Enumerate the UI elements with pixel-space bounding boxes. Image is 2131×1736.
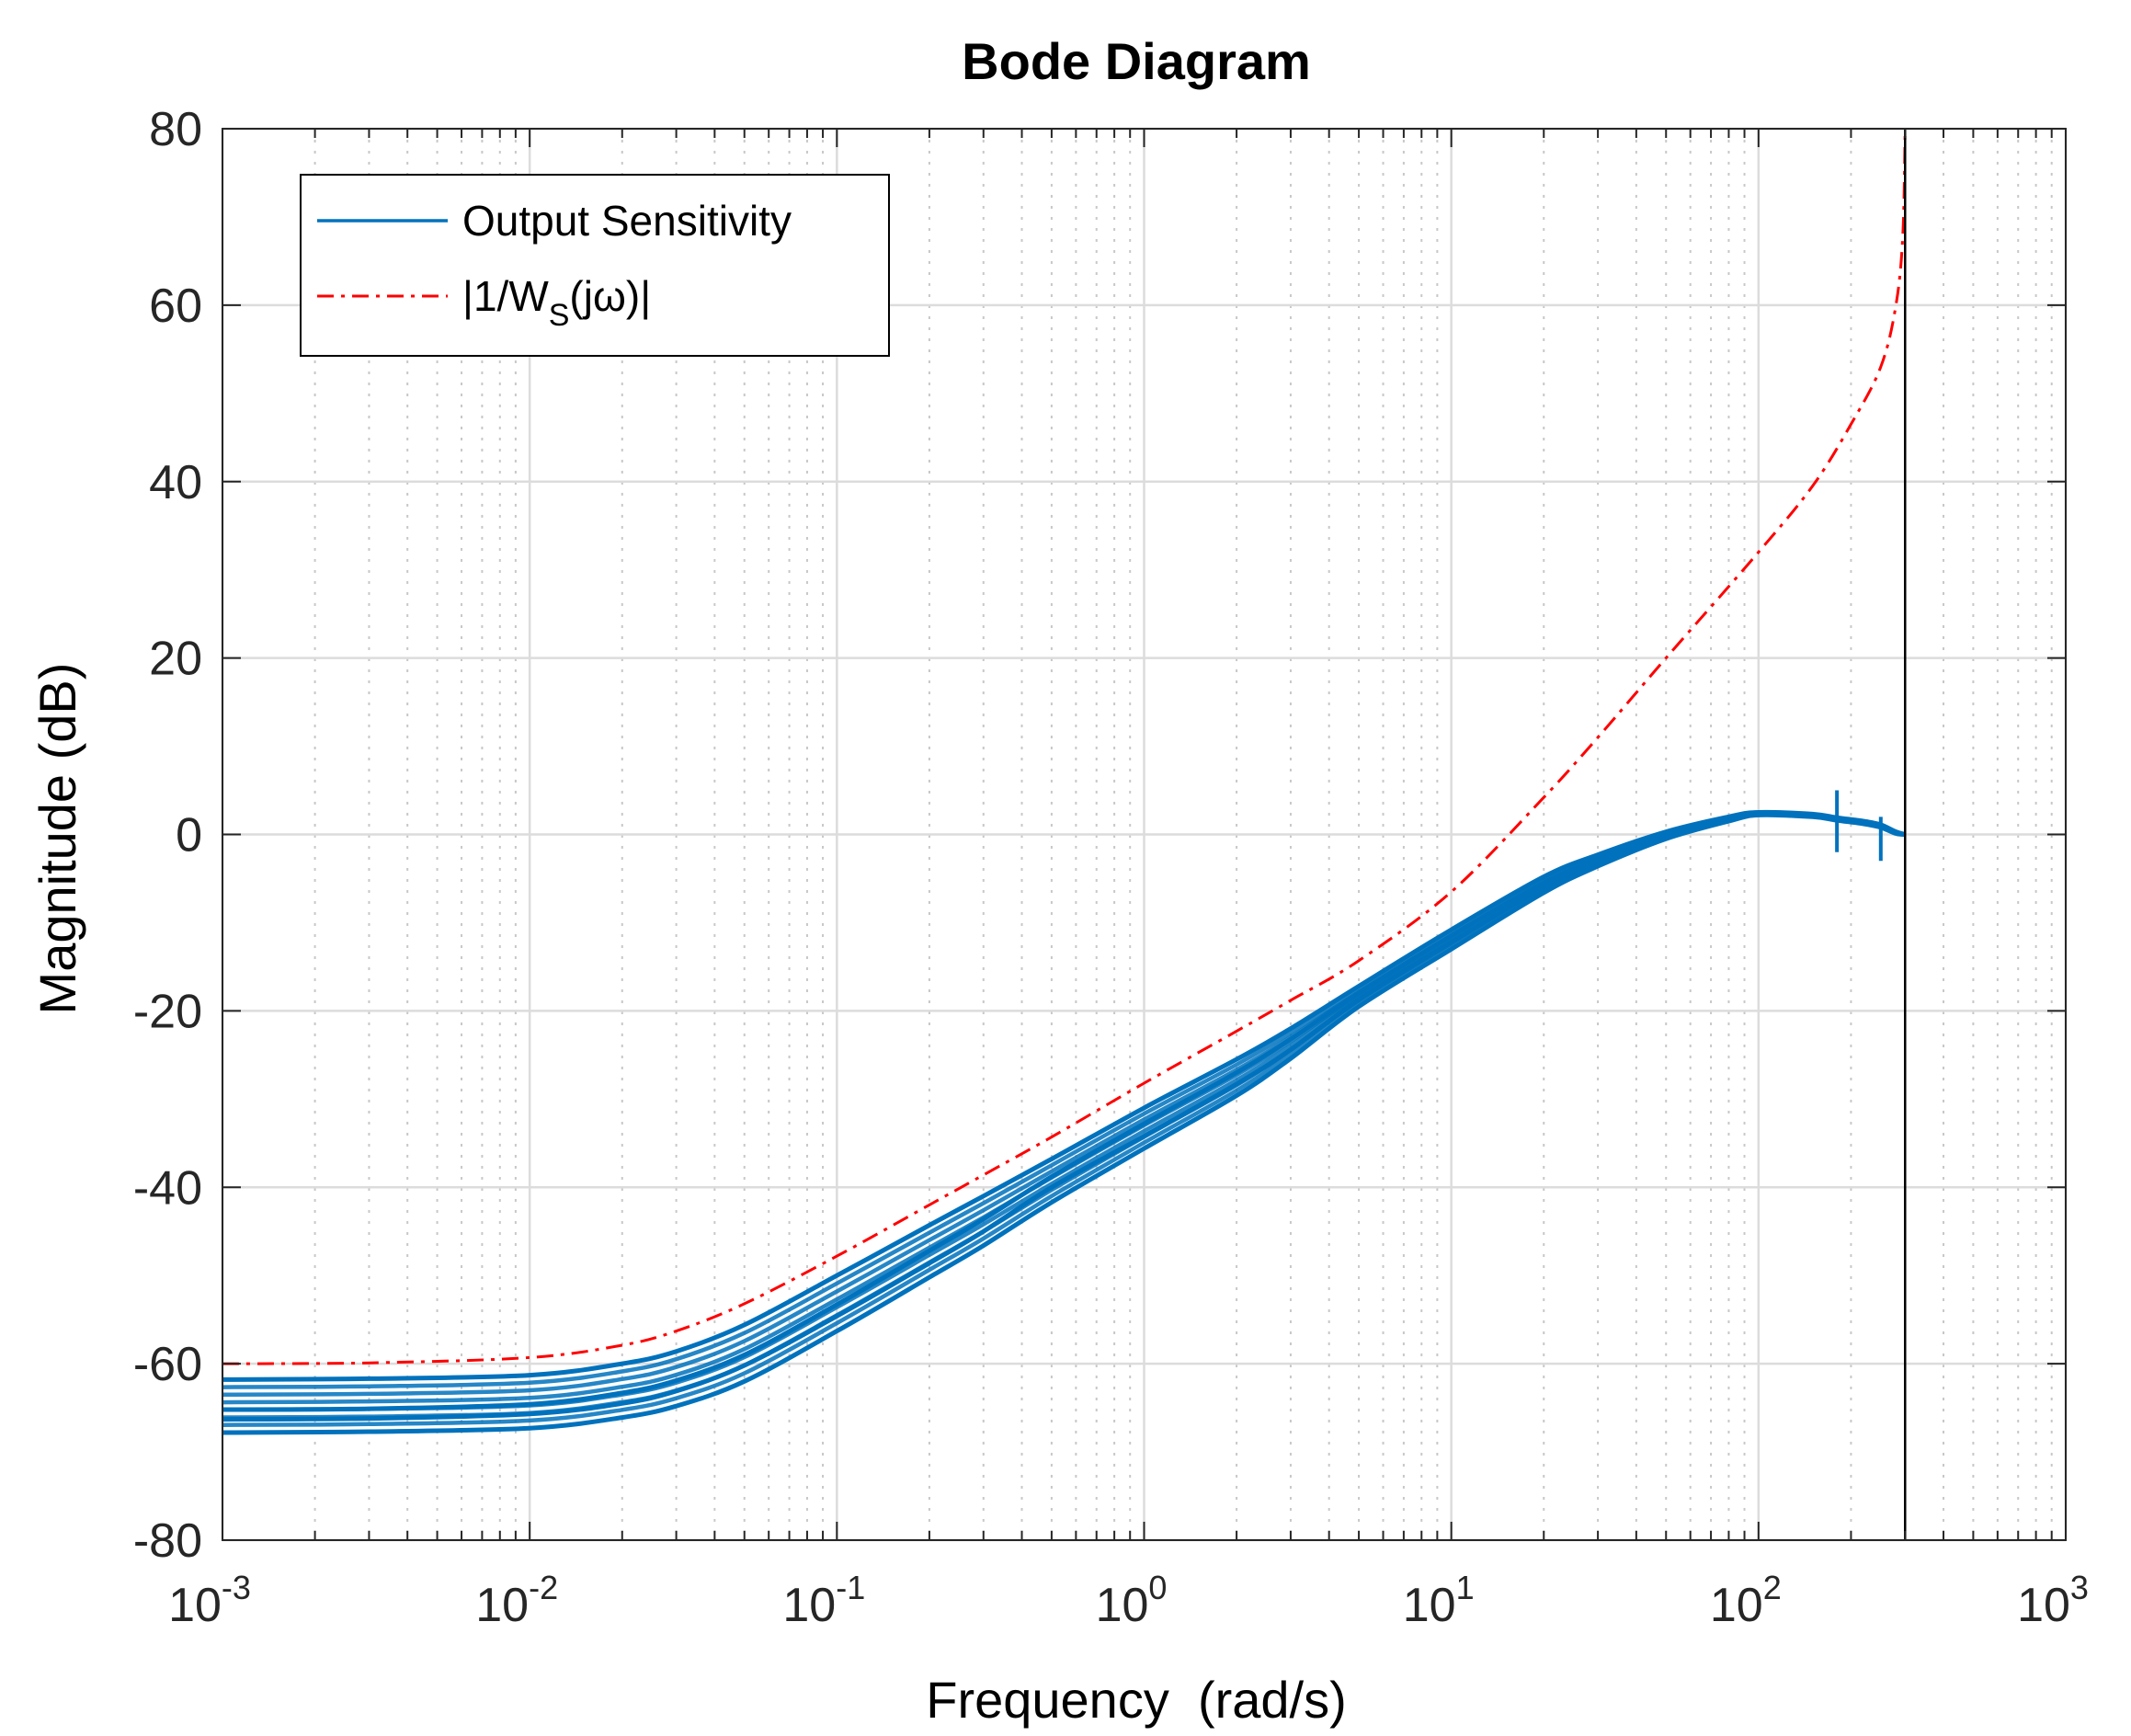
x-tick-label-base: 10	[1096, 1579, 1149, 1632]
axis-ticks	[222, 128, 2067, 1541]
x-tick-label: 10-3	[168, 1569, 251, 1632]
x-tick-label-exponent: -1	[836, 1569, 865, 1606]
legend-label-weight: |1/WS(jω)|	[462, 272, 651, 333]
x-tick-label-base: 10	[782, 1579, 836, 1632]
y-tick-label: 40	[149, 456, 202, 509]
y-tick-label: 80	[149, 103, 202, 156]
weight-inverse-line	[222, 128, 1907, 1365]
legend: Output Sensitivity |1/WS(jω)|	[300, 174, 890, 357]
x-tick-label: 10-2	[475, 1569, 558, 1632]
x-tick-label-exponent: 0	[1148, 1569, 1167, 1606]
legend-box	[300, 174, 890, 357]
y-tick-label: 20	[149, 633, 202, 686]
x-tick-label-exponent: -3	[222, 1569, 251, 1606]
series-group	[222, 128, 1907, 1435]
tick-labels: 10-3 10-2 10-1 100 101 102 103-80-60-40-200204…	[133, 103, 2089, 1632]
y-axis-label: Magnitude (dB)	[28, 663, 86, 1015]
y-tick-label: -20	[133, 985, 202, 1038]
x-tick-label-base: 10	[475, 1579, 529, 1632]
x-axis-label: Frequency (rad/s)	[926, 1671, 1347, 1729]
x-tick-label-exponent: -2	[529, 1569, 558, 1606]
legend-label-weight-main: |1/W	[462, 272, 549, 320]
y-tick-label: 60	[149, 280, 202, 333]
x-tick-label-exponent: 2	[1763, 1569, 1782, 1606]
x-tick-label: 102	[1710, 1569, 1782, 1632]
x-tick-label-exponent: 3	[2070, 1569, 2089, 1606]
legend-label-output-sensitivity: Output Sensitivity	[462, 197, 792, 245]
y-tick-label: 0	[176, 809, 202, 862]
y-tick-label: -40	[133, 1161, 202, 1215]
x-tick-label-base: 10	[2017, 1579, 2070, 1632]
x-tick-label-base: 10	[1710, 1579, 1763, 1632]
chart-title: Bode Diagram	[962, 32, 1311, 90]
legend-label-weight-tail: (jω)|	[569, 272, 651, 320]
x-tick-label: 101	[1403, 1569, 1475, 1632]
legend-label-weight-sub: S	[549, 298, 570, 333]
x-tick-label-base: 10	[168, 1579, 222, 1632]
output-sensitivity-line	[222, 812, 1906, 1435]
y-tick-label: -60	[133, 1338, 202, 1391]
y-tick-label: -80	[133, 1514, 202, 1568]
x-tick-label: 10-1	[782, 1569, 865, 1632]
x-tick-label: 103	[2017, 1569, 2089, 1632]
x-tick-label: 100	[1096, 1569, 1168, 1632]
x-tick-label-base: 10	[1403, 1579, 1456, 1632]
x-tick-label-exponent: 1	[1456, 1569, 1475, 1606]
